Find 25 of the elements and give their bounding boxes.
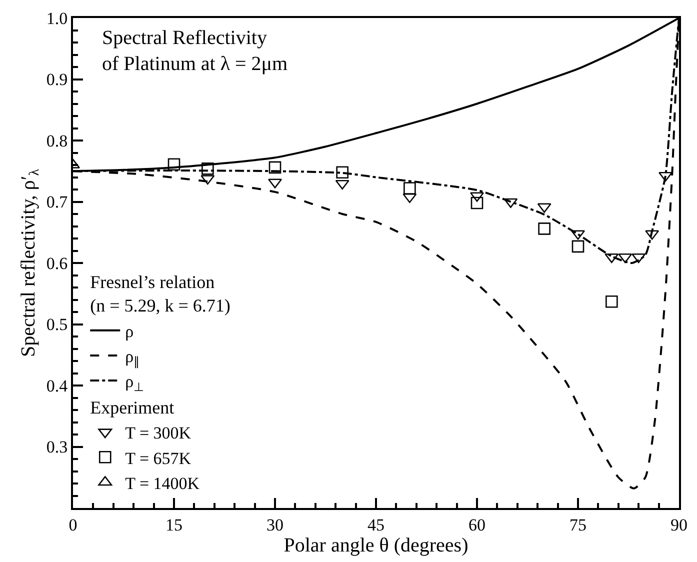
legend-label: T = 300K bbox=[125, 424, 192, 443]
legend-label: ρ$_{∥}$ bbox=[125, 347, 140, 369]
x-axis-title: Polar angle θ (degrees) bbox=[284, 534, 468, 556]
y-tick-label: 0.3 bbox=[46, 438, 68, 457]
y-tick-label: 0.9 bbox=[46, 70, 68, 90]
legend-label: T = 657K bbox=[125, 448, 192, 468]
annotation: Experiment bbox=[90, 397, 174, 418]
y-tick-label: 1.0 bbox=[46, 8, 68, 28]
x-tick-label: 90 bbox=[670, 515, 688, 534]
x-tick-label: 75 bbox=[570, 515, 586, 534]
x-tick-label: 60 bbox=[468, 515, 486, 534]
legend-label: ρ$_{⊥}$ bbox=[125, 372, 144, 394]
legend-title: Fresnel’s relation (n = 5.29, k = 6.71) bbox=[90, 272, 230, 316]
x-tick-label: 30 bbox=[266, 515, 284, 534]
legend-label: T = 1400K bbox=[125, 474, 200, 493]
text: Spectral Reflectivity of Platinum at λ = 2μm bbox=[102, 27, 288, 75]
y-tick-label: 0.5 bbox=[46, 315, 68, 334]
x-tick-label: 15 bbox=[166, 515, 182, 534]
legend-label: ρ bbox=[125, 322, 134, 341]
x-tick-label: 0 bbox=[68, 515, 78, 534]
y-tick-label: 0.4 bbox=[46, 376, 68, 396]
x-tick-label: 45 bbox=[368, 515, 384, 534]
y-tick-label: 0.7 bbox=[46, 192, 68, 212]
y-tick-label: 0.6 bbox=[46, 254, 68, 273]
y-tick-label: 0.8 bbox=[46, 131, 68, 150]
